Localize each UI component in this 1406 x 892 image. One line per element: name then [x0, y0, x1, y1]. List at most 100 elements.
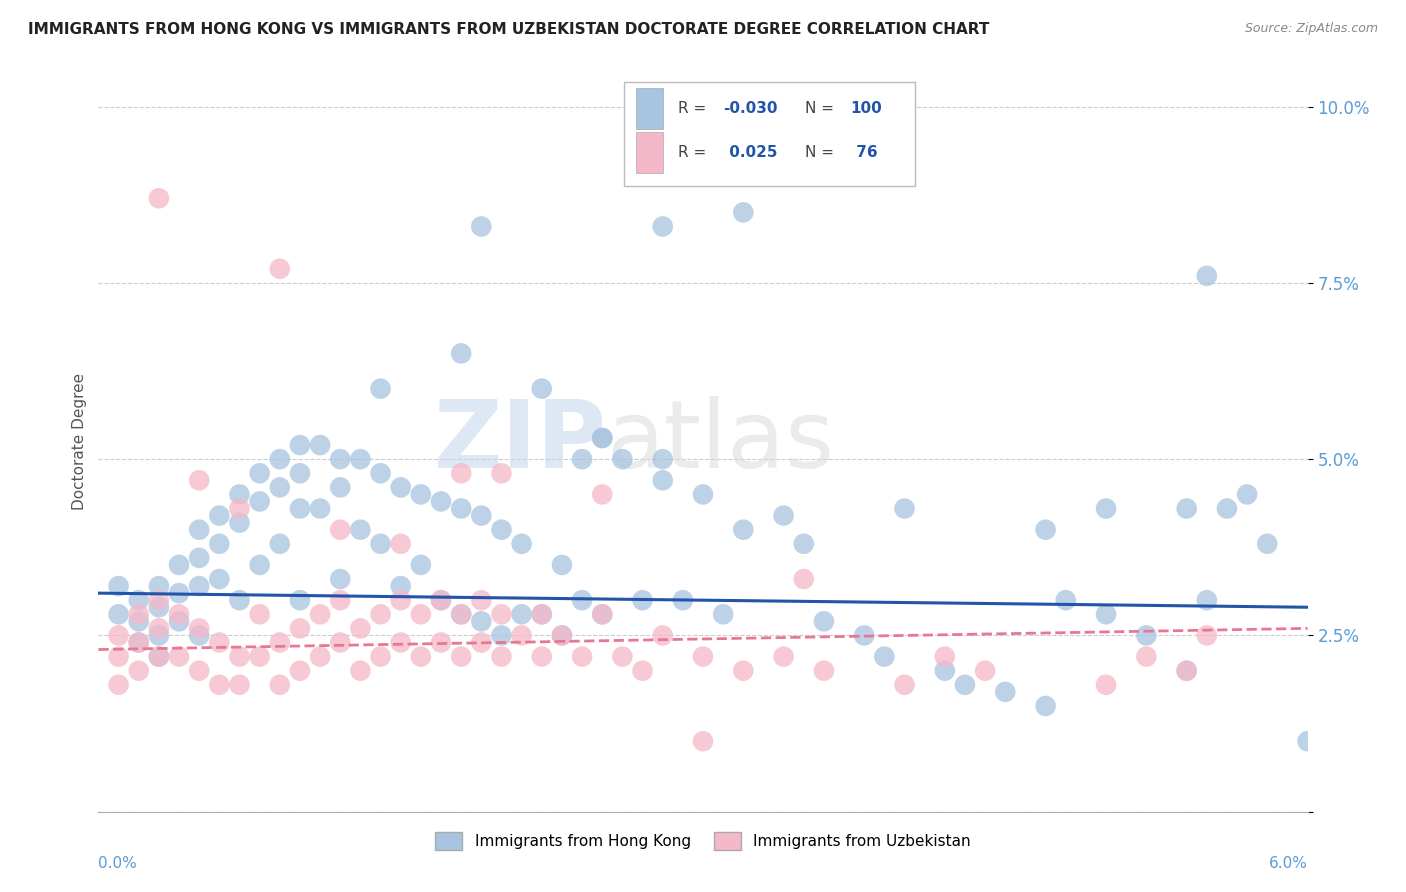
Point: [491, 607, 513, 622]
Point: [934, 649, 956, 664]
Point: [551, 628, 574, 642]
Point: [651, 219, 673, 234]
Point: [1135, 649, 1157, 664]
Point: [1095, 678, 1118, 692]
Point: [249, 607, 271, 622]
Point: [370, 607, 392, 622]
Point: [571, 593, 593, 607]
Point: [148, 621, 170, 635]
Point: [893, 501, 915, 516]
Point: [470, 593, 492, 607]
Point: [853, 628, 876, 642]
Point: [530, 382, 553, 396]
Point: [1054, 593, 1077, 607]
Point: [389, 480, 412, 494]
Point: [389, 537, 412, 551]
Point: [1256, 537, 1278, 551]
Point: [430, 593, 453, 607]
Point: [491, 649, 513, 664]
Point: [873, 649, 896, 664]
Point: [128, 593, 150, 607]
Point: [288, 467, 311, 481]
Point: [188, 550, 211, 565]
Point: [1195, 268, 1218, 283]
Point: [1095, 501, 1118, 516]
Point: [208, 572, 231, 586]
Point: [651, 628, 673, 642]
Point: [409, 649, 432, 664]
Point: [349, 523, 371, 537]
Point: [651, 452, 673, 467]
Point: [148, 593, 170, 607]
Point: [228, 593, 250, 607]
Point: [491, 467, 513, 481]
Point: [228, 678, 250, 692]
Text: Source: ZipAtlas.com: Source: ZipAtlas.com: [1244, 22, 1378, 36]
Point: [249, 467, 271, 481]
Point: [389, 635, 412, 649]
Point: [288, 621, 311, 635]
Text: N =: N =: [804, 145, 838, 161]
Point: [349, 452, 371, 467]
Point: [510, 537, 533, 551]
Point: [309, 438, 332, 452]
Point: [711, 607, 734, 622]
Point: [530, 649, 553, 664]
Point: [591, 607, 613, 622]
Point: [349, 621, 371, 635]
Point: [692, 649, 714, 664]
Point: [409, 558, 432, 572]
Legend: Immigrants from Hong Kong, Immigrants from Uzbekistan: Immigrants from Hong Kong, Immigrants fr…: [429, 826, 977, 856]
Point: [430, 635, 453, 649]
Point: [733, 664, 755, 678]
Point: [167, 607, 190, 622]
Point: [309, 607, 332, 622]
Point: [167, 615, 190, 629]
Point: [148, 649, 170, 664]
Point: [329, 480, 352, 494]
Point: [893, 678, 915, 692]
Point: [1195, 593, 1218, 607]
Point: [128, 664, 150, 678]
Point: [551, 558, 574, 572]
Point: [450, 649, 472, 664]
Point: [389, 579, 412, 593]
Point: [188, 579, 211, 593]
Point: [571, 649, 593, 664]
Point: [733, 205, 755, 219]
Point: [409, 487, 432, 501]
Point: [813, 615, 835, 629]
Point: [329, 452, 352, 467]
Point: [1175, 664, 1198, 678]
Point: [107, 579, 129, 593]
Point: [1035, 698, 1057, 713]
Point: [167, 558, 190, 572]
Text: N =: N =: [804, 101, 838, 116]
Point: [128, 635, 150, 649]
Point: [813, 664, 835, 678]
Point: [631, 664, 654, 678]
Point: [1236, 487, 1258, 501]
Point: [450, 607, 472, 622]
Point: [450, 607, 472, 622]
Point: [329, 593, 352, 607]
Point: [188, 473, 211, 487]
Point: [370, 467, 392, 481]
Point: [107, 607, 129, 622]
Point: [571, 452, 593, 467]
Point: [631, 593, 654, 607]
Point: [107, 628, 129, 642]
FancyBboxPatch shape: [624, 82, 915, 186]
Point: [793, 537, 815, 551]
Point: [772, 649, 794, 664]
Text: -0.030: -0.030: [724, 101, 778, 116]
Point: [450, 467, 472, 481]
Point: [269, 452, 291, 467]
Point: [591, 607, 613, 622]
Point: [651, 473, 673, 487]
Point: [269, 261, 291, 276]
Point: [269, 480, 291, 494]
Point: [128, 607, 150, 622]
Point: [772, 508, 794, 523]
Point: [370, 537, 392, 551]
